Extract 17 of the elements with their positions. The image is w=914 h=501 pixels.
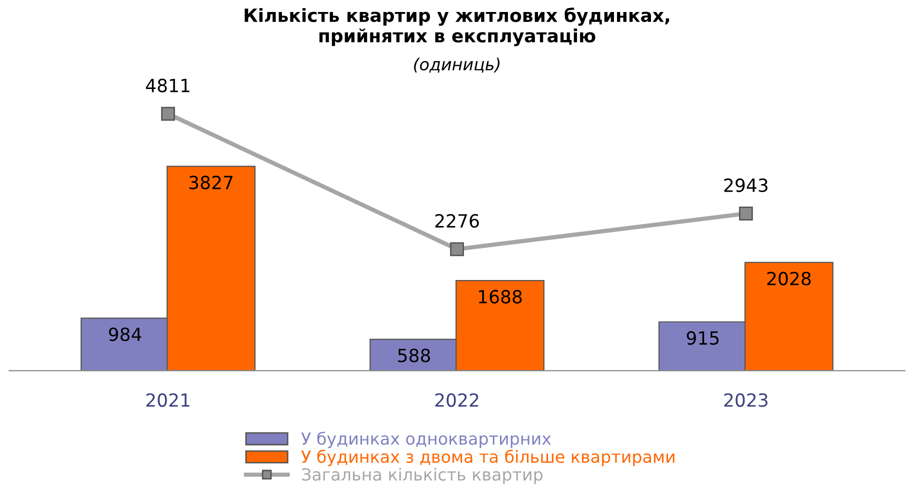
chart-subtitle: (одиниць) — [414, 58, 500, 73]
data-label: 2276 — [435, 214, 479, 228]
x-tick-label: 2023 — [724, 393, 768, 407]
data-label: 915 — [686, 331, 719, 345]
legend-label: Загальна кількість квартир — [302, 468, 542, 484]
data-label: 2028 — [767, 272, 811, 286]
data-label: 3827 — [189, 176, 232, 190]
data-label: 2943 — [724, 178, 768, 192]
x-tick-label: 2022 — [435, 393, 478, 407]
data-label: 4811 — [146, 78, 190, 92]
data-label: 588 — [398, 348, 430, 362]
legend-label: У будинках одноквартирних — [301, 432, 551, 448]
legend-label: У будинках з двома та більше квартирами — [301, 450, 674, 466]
chart-title: Кількість квартир у житлових будинках, прийнятих в експлуатацію — [244, 8, 670, 46]
data-label: 984 — [108, 328, 142, 342]
x-tick-label: 2021 — [146, 393, 190, 407]
data-label: 1688 — [479, 290, 522, 304]
